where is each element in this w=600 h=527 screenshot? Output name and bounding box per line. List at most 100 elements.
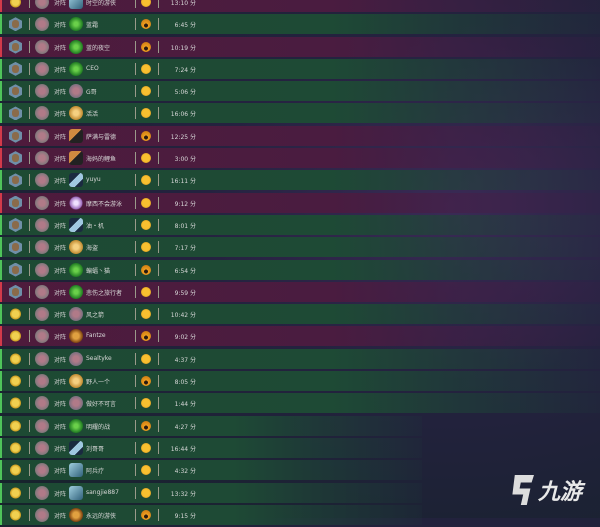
opponent-class-icon xyxy=(69,507,83,522)
jiuyou-logo-icon xyxy=(512,475,534,505)
match-duration: 13:32 分 xyxy=(170,490,196,498)
divider xyxy=(29,18,30,31)
player-hero-icon xyxy=(35,329,49,344)
opponent-class-icon xyxy=(69,240,83,255)
coin-first-icon xyxy=(141,286,151,297)
match-row[interactable]: 对阵 明耀的战 4:27 分 xyxy=(0,415,600,436)
divider xyxy=(29,464,30,477)
opponent-name: 永远的游侠 xyxy=(86,512,117,520)
coin-first-icon xyxy=(141,442,151,453)
divider xyxy=(29,285,30,298)
player-class-icon xyxy=(9,262,22,277)
match-duration: 9:02 分 xyxy=(174,334,196,342)
divider xyxy=(158,0,159,8)
player-hero-icon xyxy=(35,106,49,121)
match-row[interactable]: 对阵 油・机 8:01 分 xyxy=(0,214,600,235)
opponent-class-icon xyxy=(69,485,83,500)
match-row[interactable]: 对阵 阿兵疗 4:32 分 xyxy=(0,460,600,481)
player-hero-icon xyxy=(35,195,49,210)
divider xyxy=(135,308,136,321)
divider xyxy=(158,397,159,410)
match-row[interactable]: 对阵 时空的游侠 13:10 分 xyxy=(0,0,600,12)
player-hero-icon xyxy=(35,440,49,455)
coin-first-icon xyxy=(141,353,151,364)
match-row[interactable]: 对阵 刘哥哥 16:44 分 xyxy=(0,437,600,458)
opponent-name: CEO xyxy=(86,64,99,72)
opponent-name: 时空的游侠 xyxy=(86,0,117,7)
match-row[interactable]: 对阵 海盗 7:17 分 xyxy=(0,237,600,258)
player-class-icon xyxy=(9,217,22,232)
vs-label: 对阵 xyxy=(54,89,67,97)
coin-second-icon xyxy=(141,420,151,431)
divider xyxy=(135,0,136,8)
match-row[interactable]: 对阵 风之箭 10:42 分 xyxy=(0,304,600,325)
match-row[interactable]: 对阵 Sealtyke 4:37 分 xyxy=(0,348,600,369)
vs-label: 对阵 xyxy=(54,490,67,498)
match-row[interactable]: 对阵 摩西不会游泳 9:12 分 xyxy=(0,192,600,213)
opponent-name: 油・机 xyxy=(86,222,105,230)
match-row[interactable]: 对阵 蝙蝠丶猫 6:54 分 xyxy=(0,259,600,280)
match-row[interactable]: 对阵 永远的游侠 9:15 分 xyxy=(0,504,600,525)
match-row[interactable]: 对阵 做好不可言 1:44 分 xyxy=(0,393,600,414)
player-class-icon xyxy=(9,418,22,433)
match-row[interactable]: 对阵 sangjie887 13:32 分 xyxy=(0,482,600,503)
player-hero-icon xyxy=(35,61,49,76)
player-hero-icon xyxy=(35,240,49,255)
player-class-icon xyxy=(9,284,22,299)
divider xyxy=(135,40,136,53)
match-row[interactable]: 对阵 G哥 5:06 分 xyxy=(0,81,600,102)
player-hero-icon xyxy=(35,463,49,478)
coin-second-icon xyxy=(141,130,151,141)
divider xyxy=(29,40,30,53)
divider xyxy=(158,62,159,75)
divider xyxy=(29,241,30,254)
divider xyxy=(158,419,159,432)
player-class-icon xyxy=(9,61,22,76)
divider xyxy=(29,508,30,521)
divider xyxy=(29,85,30,98)
divider xyxy=(135,107,136,120)
coin-first-icon xyxy=(141,487,151,498)
divider xyxy=(135,375,136,388)
opponent-name: 摩西不会游泳 xyxy=(86,200,123,208)
player-class-icon xyxy=(9,173,22,188)
divider xyxy=(135,285,136,298)
divider xyxy=(135,196,136,209)
match-duration: 10:19 分 xyxy=(170,44,196,52)
match-row[interactable]: 对阵 yuyu 16:11 分 xyxy=(0,170,600,191)
vs-label: 对阵 xyxy=(54,200,67,208)
match-row[interactable]: 对阵 蓝霜 6:45 分 xyxy=(0,14,600,35)
divider xyxy=(135,419,136,432)
match-row[interactable]: 对阵 萨满与雷德 12:25 分 xyxy=(0,125,600,146)
divider xyxy=(29,62,30,75)
player-class-icon xyxy=(9,396,22,411)
opponent-class-icon xyxy=(69,329,83,344)
opponent-class-icon xyxy=(69,61,83,76)
player-class-icon xyxy=(9,151,22,166)
divider xyxy=(158,85,159,98)
match-row[interactable]: 对阵 活活 16:06 分 xyxy=(0,103,600,124)
opponent-class-icon xyxy=(69,351,83,366)
vs-label: 对阵 xyxy=(54,267,67,275)
match-row[interactable]: 对阵 Fantze 9:02 分 xyxy=(0,326,600,347)
coin-first-icon xyxy=(141,242,151,253)
vs-label: 对阵 xyxy=(54,22,67,30)
divider xyxy=(158,375,159,388)
vs-label: 对阵 xyxy=(54,156,67,164)
match-duration: 6:45 分 xyxy=(174,22,196,30)
divider xyxy=(158,218,159,231)
match-row[interactable]: 对阵 悲伤之旅行者 9:59 分 xyxy=(0,281,600,302)
player-hero-icon xyxy=(35,307,49,322)
match-row[interactable]: 对阵 海妈的鲤鱼 3:00 分 xyxy=(0,148,600,169)
opponent-class-icon xyxy=(69,284,83,299)
match-duration: 7:17 分 xyxy=(174,245,196,253)
coin-first-icon xyxy=(141,153,151,164)
player-class-icon xyxy=(9,329,22,344)
opponent-name: Fantze xyxy=(86,332,106,340)
match-row[interactable]: 对阵 CEO 7:24 分 xyxy=(0,58,600,79)
vs-label: 对阵 xyxy=(54,0,67,7)
coin-second-icon xyxy=(141,19,151,30)
opponent-class-icon xyxy=(69,39,83,54)
match-row[interactable]: 对阵 野人一个 8:05 分 xyxy=(0,371,600,392)
match-row[interactable]: 对阵 蓝的夜空 10:19 分 xyxy=(0,36,600,57)
